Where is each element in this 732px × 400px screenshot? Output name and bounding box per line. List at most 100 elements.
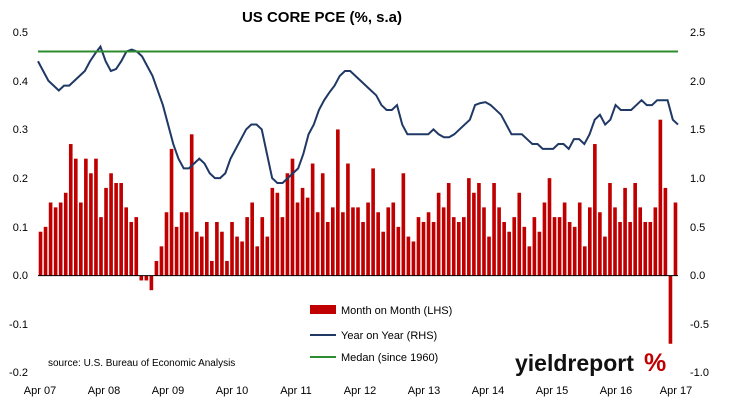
mom-bar <box>275 192 280 276</box>
mom-bar <box>351 207 355 276</box>
mom-bar <box>371 168 375 276</box>
mom-bar <box>174 226 179 276</box>
mom-bar <box>38 231 43 276</box>
mom-bar <box>184 212 189 276</box>
mom-bar <box>341 212 345 276</box>
mom-bar <box>472 192 476 276</box>
left-tick-label: 0.0 <box>13 270 28 282</box>
mom-bar <box>270 187 275 276</box>
x-tick-label: Apr 16 <box>600 385 632 397</box>
mom-bar <box>310 163 315 276</box>
mom-bar <box>547 178 552 276</box>
mom-bar <box>205 221 209 276</box>
right-tick-label: 1.5 <box>690 124 705 136</box>
mom-bar <box>598 212 602 276</box>
mom-bar <box>169 148 174 276</box>
legend-label-median: Medan (since 1960) <box>341 352 438 364</box>
mom-bar <box>300 187 305 276</box>
mom-bar <box>230 221 234 276</box>
mom-bar <box>391 202 396 276</box>
mom-bar <box>446 183 451 276</box>
mom-bar <box>582 246 587 276</box>
mom-bar <box>240 241 244 276</box>
mom-bar <box>593 144 597 276</box>
mom-bar <box>653 207 658 276</box>
mom-bar <box>557 217 562 276</box>
mom-bar <box>381 231 386 276</box>
mom-bar <box>456 221 461 276</box>
mom-bar <box>552 217 557 276</box>
mom-bar <box>73 158 78 276</box>
mom-bar <box>199 236 204 276</box>
mom-bar <box>164 212 169 276</box>
mom-bar <box>255 246 260 276</box>
mom-bar <box>588 207 592 276</box>
mom-bar <box>421 221 426 276</box>
right-tick-label: -1.0 <box>690 367 709 379</box>
mom-bar <box>431 221 436 276</box>
mom-bar <box>537 231 542 276</box>
mom-bar <box>411 241 416 276</box>
x-tick-label: Apr 10 <box>216 385 248 397</box>
mom-bar <box>53 207 58 276</box>
mom-bar <box>477 183 481 276</box>
mom-bar <box>104 187 108 276</box>
mom-bar <box>356 207 360 276</box>
mom-bar <box>502 221 506 276</box>
mom-bar <box>517 192 522 276</box>
mom-bar <box>577 202 582 276</box>
mom-bar <box>623 187 627 276</box>
mom-bar <box>290 158 295 276</box>
mom-bar <box>497 207 501 276</box>
mom-bar <box>215 221 219 276</box>
mom-bar <box>527 246 532 276</box>
left-tick-label: 0.5 <box>13 27 28 39</box>
mom-bar <box>628 221 632 276</box>
legend-label-mom: Month on Month (LHS) <box>341 305 452 317</box>
mom-bar <box>119 183 123 276</box>
mom-bar <box>366 202 370 276</box>
mom-bar <box>159 246 164 276</box>
mom-bar <box>401 173 406 276</box>
legend-label-yoy: Year on Year (RHS) <box>341 330 437 342</box>
x-tick-label: Apr 14 <box>472 385 504 397</box>
right-tick-label: -0.5 <box>690 319 709 331</box>
mom-bar <box>250 202 254 276</box>
brand-percent-sign: % <box>644 349 666 377</box>
mom-bar <box>441 207 446 276</box>
right-tick-label: 0.0 <box>690 270 705 282</box>
mom-bar <box>663 187 668 276</box>
mom-bar <box>63 192 68 276</box>
yieldreport-logo: yieldreport % <box>515 349 666 377</box>
mom-bar <box>79 202 83 276</box>
mom-bar <box>58 202 63 276</box>
mom-bar <box>260 217 265 276</box>
mom-bar <box>492 183 496 276</box>
x-tick-label: Apr 07 <box>24 385 56 397</box>
mom-bar <box>436 192 441 276</box>
mom-bar <box>487 236 491 276</box>
mom-bar <box>189 134 194 276</box>
right-tick-label: 1.0 <box>690 173 705 185</box>
legend-swatch-mom <box>310 305 336 314</box>
mom-bar <box>144 275 149 281</box>
mom-bar <box>522 226 527 276</box>
right-tick-label: 2.0 <box>690 76 705 88</box>
left-tick-label: 0.4 <box>13 76 28 88</box>
mom-bar <box>512 217 517 276</box>
chart-title: US CORE PCE (%, s.a) <box>242 9 402 26</box>
mom-bar <box>673 202 678 276</box>
x-tick-label: Apr 11 <box>280 385 312 397</box>
mom-bar <box>562 202 567 276</box>
mom-bar <box>220 231 224 276</box>
mom-bar <box>396 226 401 276</box>
left-tick-label: 0.2 <box>13 173 28 185</box>
mom-bar <box>134 217 139 276</box>
mom-bar <box>567 221 572 276</box>
mom-bar <box>315 212 320 276</box>
mom-bar <box>265 236 270 276</box>
mom-bar <box>482 207 486 276</box>
mom-bar <box>668 275 673 344</box>
x-tick-label: Apr 13 <box>408 385 440 397</box>
